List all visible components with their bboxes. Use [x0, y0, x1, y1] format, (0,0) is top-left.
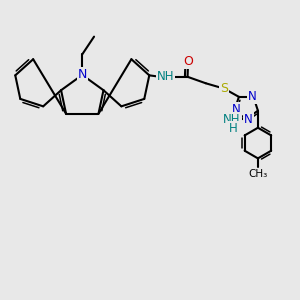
Text: NH: NH	[157, 70, 174, 83]
Text: O: O	[183, 55, 193, 68]
Text: N: N	[248, 90, 256, 103]
Text: N: N	[78, 68, 87, 81]
Text: N: N	[244, 113, 253, 126]
Text: NH: NH	[223, 113, 241, 126]
Text: CH₃: CH₃	[248, 169, 268, 179]
Text: N: N	[232, 103, 240, 116]
Text: H: H	[229, 122, 238, 134]
Text: S: S	[220, 82, 228, 95]
